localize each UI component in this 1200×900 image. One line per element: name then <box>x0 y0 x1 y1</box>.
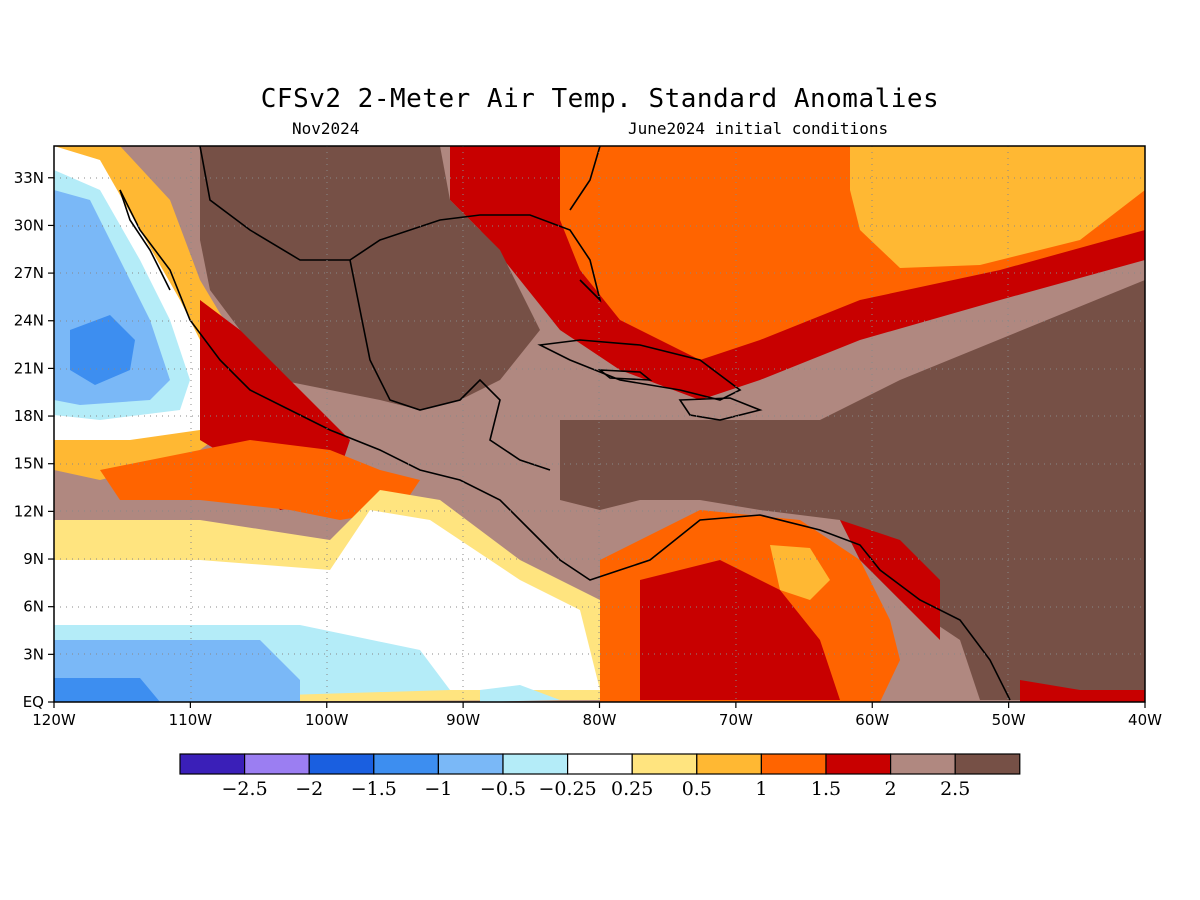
coastlines <box>119 146 1011 701</box>
colorbar-swatch <box>179 753 246 775</box>
colorbar-label: 2.5 <box>940 778 970 800</box>
y-tick-label: 18N <box>14 407 44 425</box>
colorbar-swatch <box>825 753 892 775</box>
y-tick-label: 27N <box>14 264 44 282</box>
y-tick-label: 9N <box>23 550 44 568</box>
y-tick-label: 6N <box>23 598 44 616</box>
x-tick-label: 50W <box>992 711 1026 729</box>
colorbar-swatch <box>437 753 504 775</box>
colorbar: −2.5 −2 −1.5 −1 −0.5 −0.25 0.25 0.5 1 1.5 2 2.5 <box>179 753 1021 800</box>
x-tick-label: 40W <box>1128 711 1162 729</box>
colorbar-label: −1 <box>424 778 452 800</box>
colorbar-swatch <box>696 753 762 775</box>
y-tick-label: 3N <box>23 645 44 663</box>
colorbar-swatch <box>954 753 1021 775</box>
x-axis: 120W 110W 100W 90W 80W 70W 60W 50W 40W <box>32 702 1162 729</box>
colorbar-swatch <box>889 753 956 775</box>
y-tick-label: 24N <box>14 312 44 330</box>
x-tick-label: 70W <box>719 711 753 729</box>
colorbar-swatch <box>308 753 375 775</box>
colorbar-swatch <box>244 753 310 775</box>
initial-conditions: June2024 initial conditions <box>628 119 889 138</box>
colorbar-label: 1 <box>755 778 767 800</box>
colorbar-label: −2.5 <box>222 778 268 800</box>
x-tick-label: 120W <box>32 711 76 729</box>
anomaly-field <box>54 146 1145 702</box>
colorbar-swatch <box>566 753 633 775</box>
colorbar-swatch <box>373 753 439 775</box>
y-axis: EQ 3N 6N 9N 12N 15N 18N 21N 24N 27N 30N 33N <box>14 169 54 711</box>
y-tick-label: 30N <box>14 216 44 234</box>
colorbar-label: 0.5 <box>682 778 712 800</box>
x-tick-label: 100W <box>305 711 349 729</box>
y-tick-label: 15N <box>14 455 44 473</box>
colorbar-label: −0.25 <box>538 778 596 800</box>
colorbar-label: −1.5 <box>351 778 397 800</box>
y-tick-label: 21N <box>14 359 44 377</box>
colorbar-swatch <box>760 753 827 775</box>
x-tick-label: 80W <box>583 711 617 729</box>
x-tick-label: 60W <box>855 711 889 729</box>
y-tick-label: EQ <box>23 693 44 711</box>
colorbar-label: 2 <box>885 778 897 800</box>
x-tick-label: 90W <box>446 711 480 729</box>
y-tick-label: 12N <box>14 502 44 520</box>
x-tick-label: 110W <box>169 711 213 729</box>
colorbar-label: −0.5 <box>480 778 526 800</box>
colorbar-label: 0.25 <box>611 778 653 800</box>
colorbar-label: 1.5 <box>811 778 841 800</box>
colorbar-swatch <box>631 753 698 775</box>
forecast-month: Nov2024 <box>292 119 360 138</box>
y-tick-label: 33N <box>14 169 44 187</box>
colorbar-swatch <box>502 753 569 775</box>
map-title: CFSv2 2-Meter Air Temp. Standard Anomali… <box>260 84 940 114</box>
colorbar-label: −2 <box>295 778 323 800</box>
